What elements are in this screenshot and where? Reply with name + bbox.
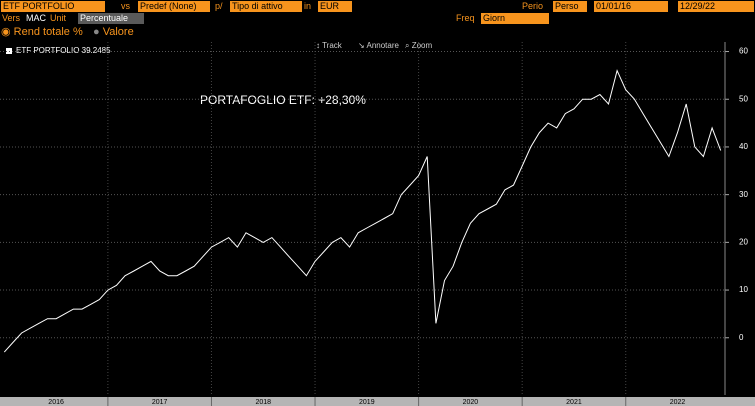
x-tick-label: 2019 bbox=[359, 399, 375, 406]
track-button[interactable]: ↕ Track bbox=[316, 41, 342, 50]
security-input[interactable]: ETF PORTFOLIO bbox=[1, 1, 105, 12]
annotation: PORTAFOGLIO ETF: +28,30% bbox=[200, 93, 366, 107]
radio[interactable]: ◉ Rend totale % bbox=[1, 26, 83, 38]
y-tick-label: 0 bbox=[739, 333, 744, 342]
x-axis-bar bbox=[0, 397, 755, 406]
label: in bbox=[304, 1, 312, 11]
label: Vers bbox=[2, 13, 21, 23]
x-tick-label: 2022 bbox=[670, 399, 686, 406]
benchmark-input[interactable]: Predef (None) bbox=[138, 1, 210, 12]
y-tick-label: 40 bbox=[739, 142, 748, 151]
annotate-button[interactable]: ↘ Annotare bbox=[358, 41, 399, 50]
label: vs bbox=[121, 1, 130, 11]
label: Unit bbox=[50, 13, 67, 23]
button-label: Track bbox=[322, 41, 342, 50]
y-tick-label: 20 bbox=[739, 237, 748, 246]
radio-label: Valore bbox=[102, 26, 134, 38]
period-input[interactable]: Perso bbox=[553, 1, 587, 12]
x-tick-label: 2018 bbox=[255, 399, 271, 406]
y-tick-label: 10 bbox=[739, 285, 748, 294]
zoom-button[interactable]: ⌕ Zoom bbox=[405, 41, 433, 50]
label: p/ bbox=[215, 1, 223, 11]
unit-select[interactable]: Percentuale bbox=[78, 13, 144, 24]
x-tick-label: 2016 bbox=[48, 399, 64, 406]
end-input[interactable]: 12/29/22 bbox=[678, 1, 754, 12]
x-tick-label: 2020 bbox=[463, 399, 479, 406]
label: Freq bbox=[456, 13, 475, 23]
legend-label: ETF PORTFOLIO 39.2485 bbox=[16, 46, 111, 55]
series-line bbox=[3, 69, 722, 353]
button-label: Annotare bbox=[366, 41, 399, 50]
x-tick-label: 2017 bbox=[152, 399, 168, 406]
asset-type-input[interactable]: Tipo di attivo bbox=[230, 1, 302, 12]
button-label: Zoom bbox=[411, 41, 433, 50]
y-tick-label: 50 bbox=[739, 94, 748, 103]
label: Perio bbox=[522, 1, 544, 11]
radio-label: Rend totale % bbox=[13, 26, 83, 38]
x-tick-label: 2021 bbox=[566, 399, 582, 406]
radio[interactable]: ● Valore bbox=[93, 26, 134, 38]
y-tick-label: 60 bbox=[739, 47, 748, 56]
label: MAC bbox=[26, 13, 46, 23]
y-tick-label: 30 bbox=[739, 190, 748, 199]
legend-swatch bbox=[6, 48, 12, 54]
start-input[interactable]: 01/01/16 bbox=[594, 1, 668, 12]
freq-input[interactable]: Giorn bbox=[481, 13, 549, 24]
currency-input[interactable]: EUR bbox=[318, 1, 352, 12]
chart: ETF PORTFOLIO 39.2485 PORTAFOGLIO ETF: +… bbox=[0, 42, 755, 406]
